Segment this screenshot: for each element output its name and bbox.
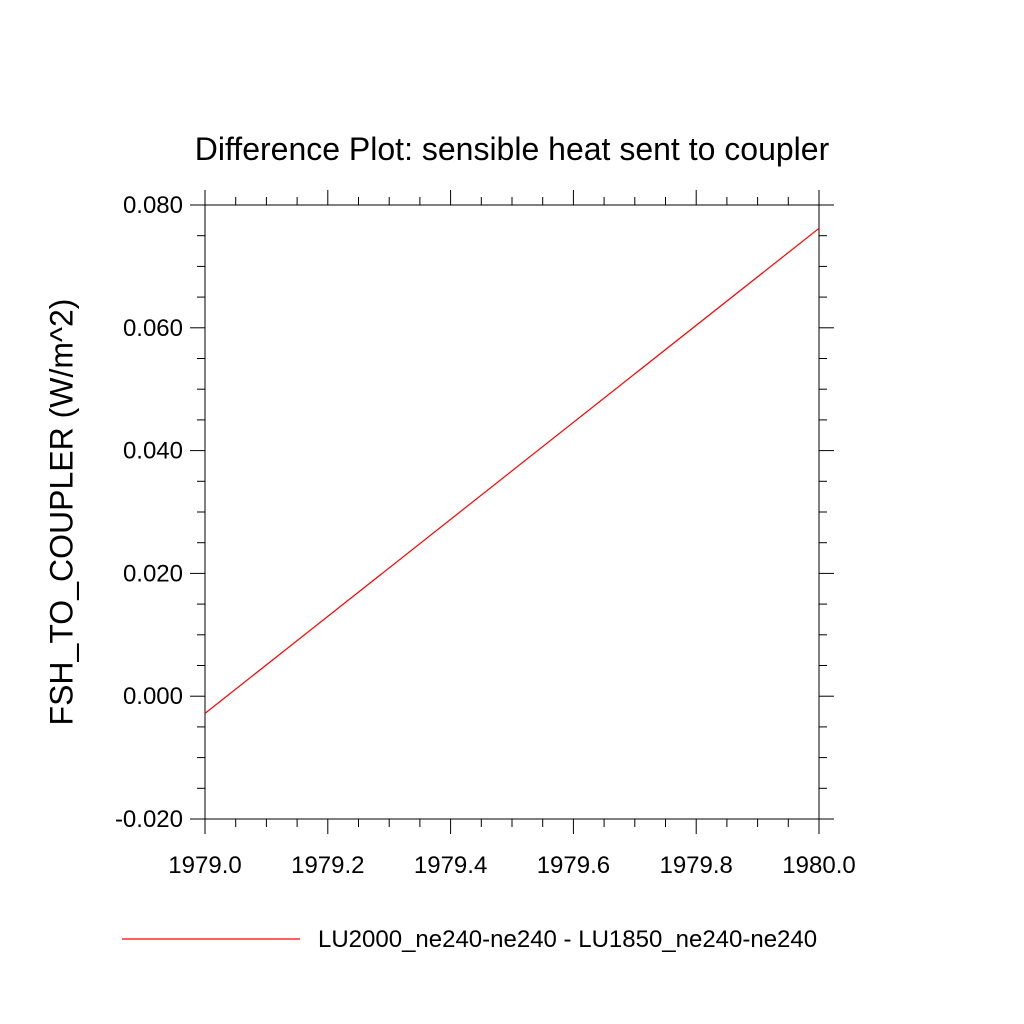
plot-area: -0.020 0.000 0.020 0.040 0.060 0.080 1979.0 197… [115, 190, 856, 879]
series-line-0 [204, 227, 820, 714]
x-tick-label: 1979.8 [659, 852, 732, 879]
x-tick-label: 1980.0 [782, 852, 855, 879]
y-axis-label: FSH_TO_COUPLER (W/m^2) [43, 299, 79, 726]
y-tick-label: 0.000 [123, 683, 183, 710]
y-tick-label: 0.060 [123, 315, 183, 342]
plot-frame [204, 204, 820, 820]
x-tick-label: 1979.6 [537, 852, 610, 879]
x-tick-label: 1979.0 [168, 852, 241, 879]
legend: LU2000_ne240-ne240 - LU1850_ne240-ne240 [122, 926, 817, 953]
y-tick-label: 0.080 [123, 192, 183, 219]
y-tick-label: 0.020 [123, 560, 183, 587]
y-axis-label-group: FSH_TO_COUPLER (W/m^2) [43, 299, 79, 726]
y-tick-label: 0.040 [123, 438, 183, 465]
x-tick-label: 1979.2 [291, 852, 364, 879]
x-tick-label: 1979.4 [414, 852, 487, 879]
y-tick-label: -0.020 [115, 806, 183, 833]
chart-title: Difference Plot: sensible heat sent to c… [195, 131, 830, 167]
legend-label-0: LU2000_ne240-ne240 - LU1850_ne240-ne240 [318, 926, 817, 953]
